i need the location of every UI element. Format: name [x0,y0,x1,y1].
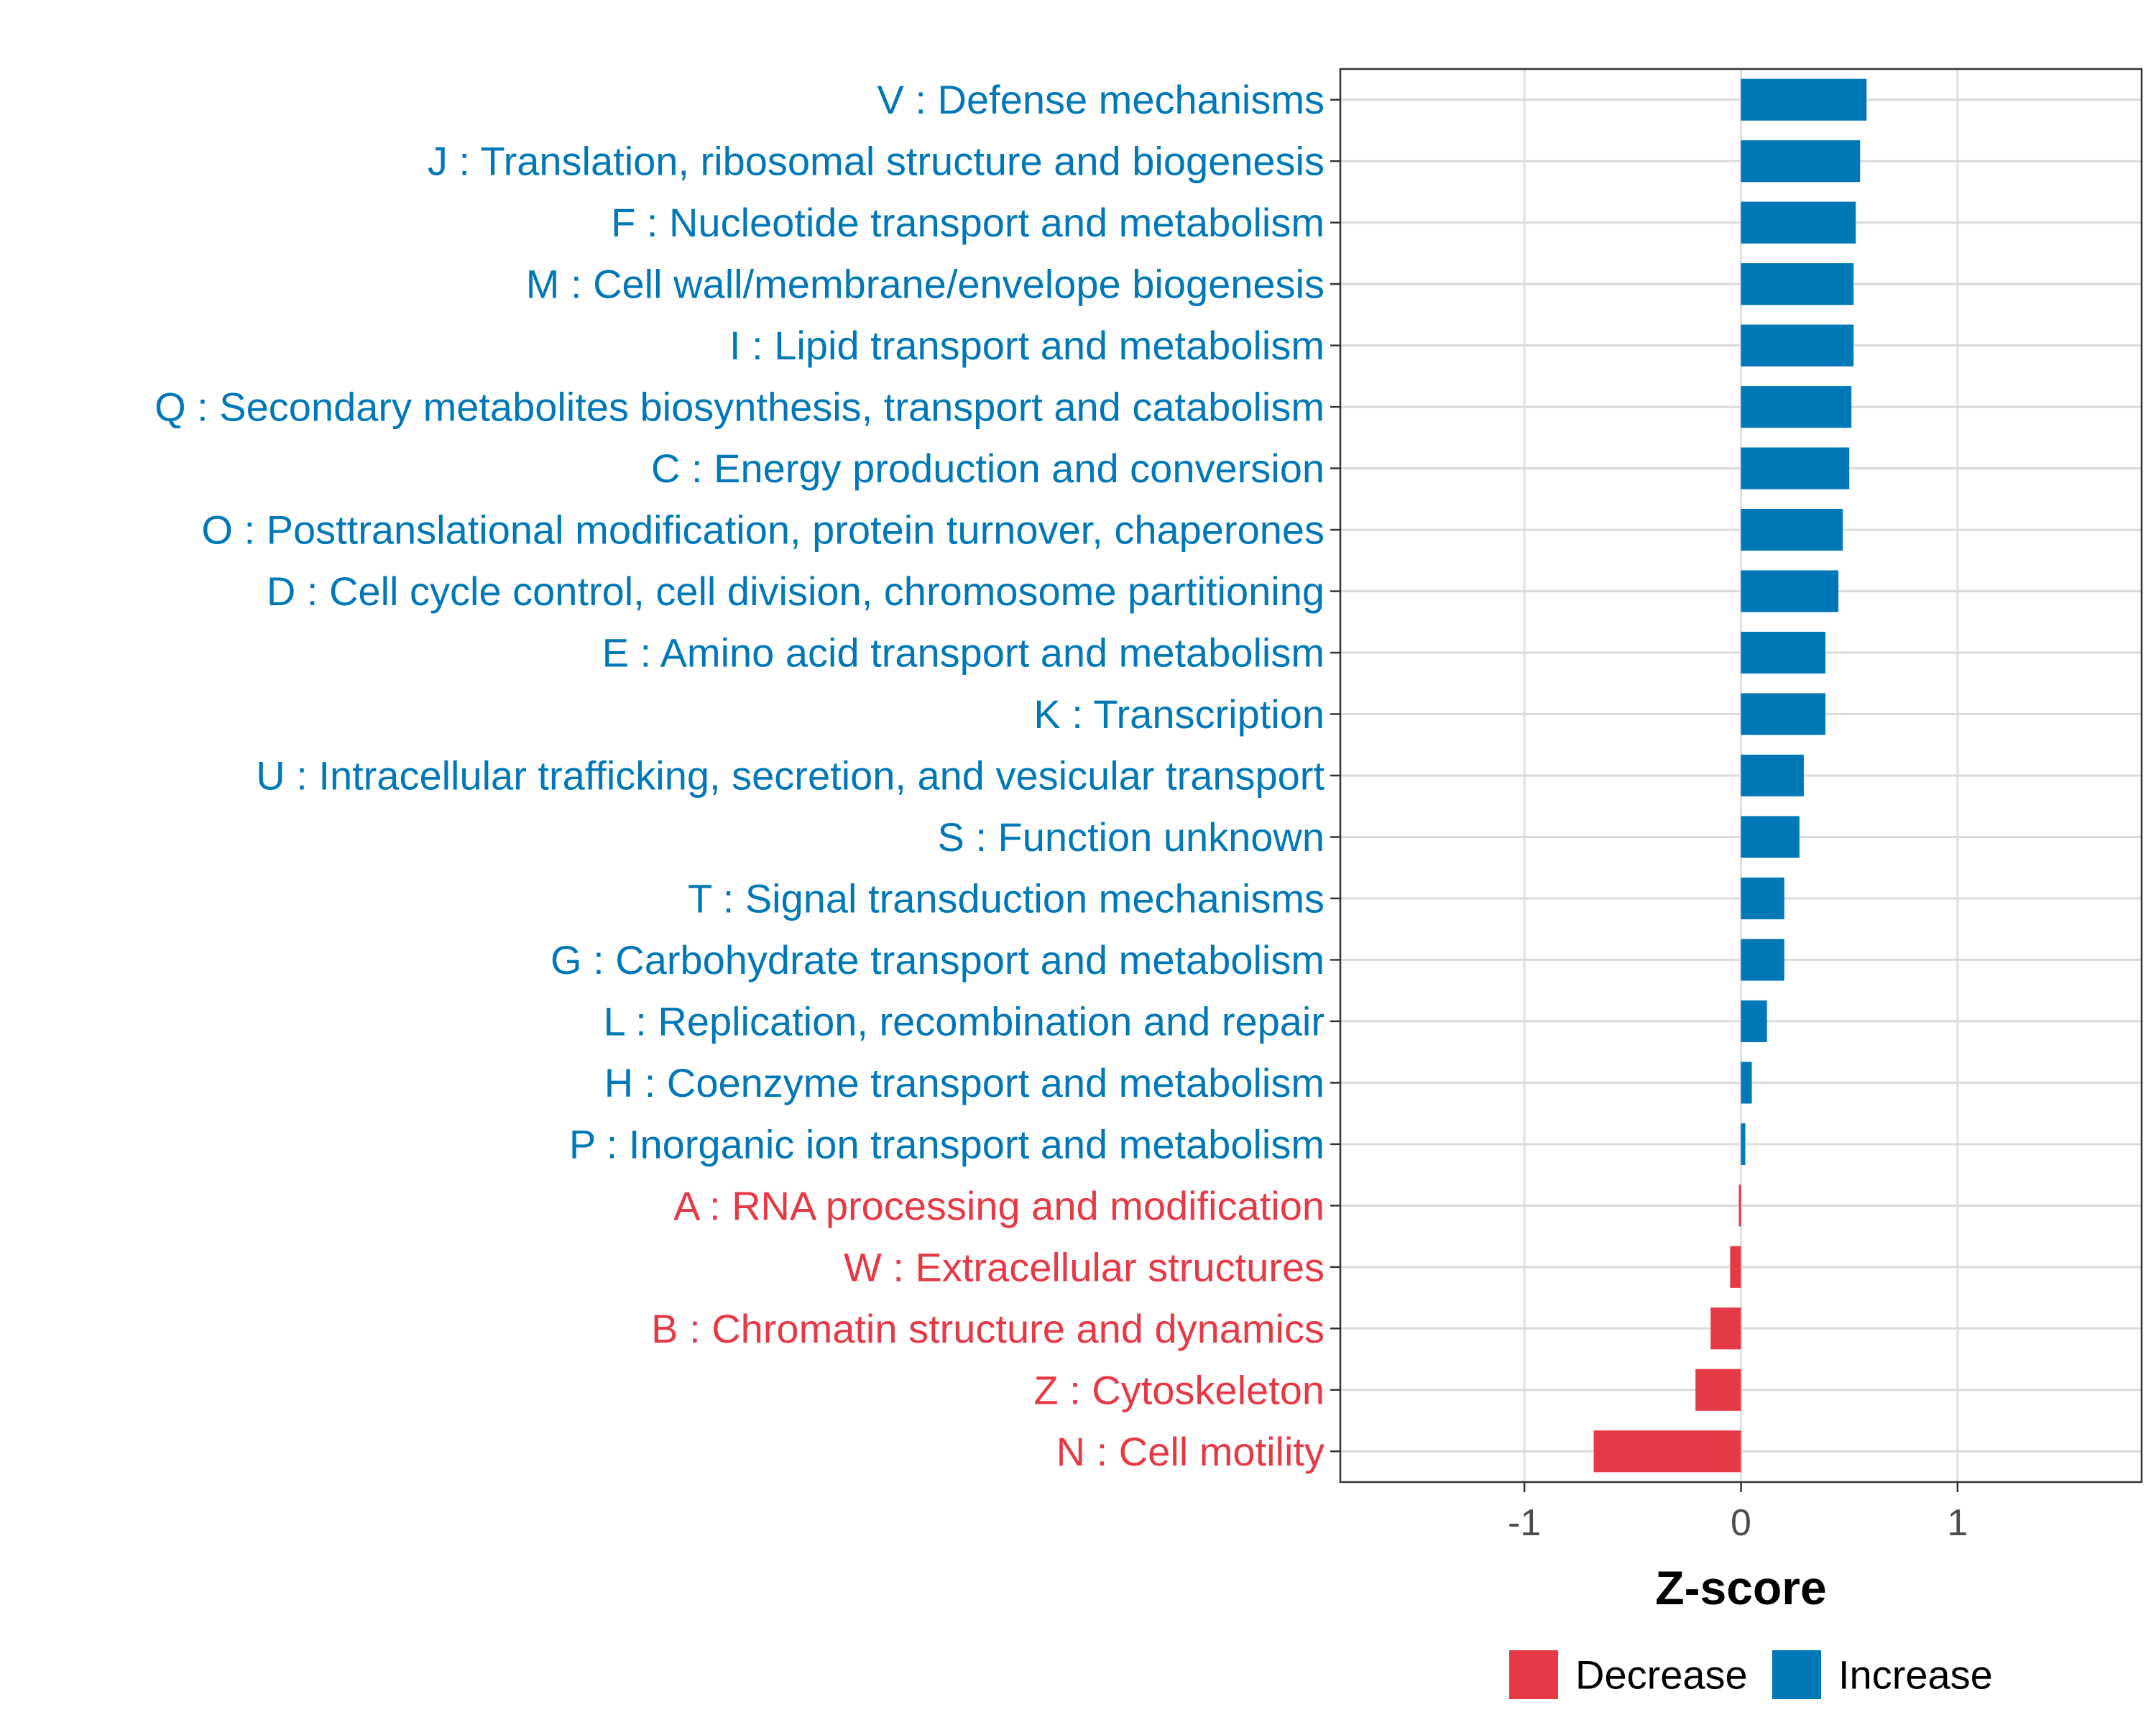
category-label: V : Defense mechanisms [877,77,1325,122]
bar-h [1741,1062,1752,1104]
bar-b [1710,1307,1741,1350]
category-label: T : Signal transduction mechanisms [688,875,1325,921]
legend: Decrease Increase [1509,1650,1993,1699]
legend-label-increase: Increase [1838,1652,1993,1698]
category-label: Z : Cytoskeleton [1033,1367,1325,1412]
bar-a [1738,1184,1741,1227]
bar-c [1741,447,1850,489]
bar-p [1741,1123,1746,1165]
category-label: K : Transcription [1033,691,1325,737]
category-label: E : Amino acid transport and metabolism [602,630,1325,676]
bar-l [1741,1000,1767,1042]
x-axis-ticks: -1 0 1 [1508,1482,1968,1544]
x-tick-label: 1 [1947,1502,1968,1544]
category-label: P : Inorganic ion transport and metaboli… [569,1121,1325,1167]
category-label: C : Energy production and conversion [651,446,1325,491]
legend-swatch-decrease [1509,1650,1558,1699]
y-axis-ticks: V : Defense mechanisms J : Translation, r… [155,77,1340,1474]
bar-i [1741,324,1854,367]
bar-e [1741,631,1826,674]
bar-t [1741,877,1784,920]
category-label: M : Cell wall/membrane/envelope biogenes… [526,262,1325,307]
bar-g [1741,939,1784,981]
bar-w [1730,1246,1741,1288]
category-label: O : Posttranslational modification, prot… [201,507,1325,553]
bar-q [1741,386,1852,428]
category-label: N : Cell motility [1056,1429,1325,1474]
bar-o [1741,509,1843,551]
category-label: F : Nucleotide transport and metabolism [611,200,1325,245]
bar-j [1741,140,1861,183]
category-label: U : Intracellular trafficking, secretion… [256,753,1325,799]
category-label: S : Function unknown [937,814,1325,860]
bar-u [1741,754,1804,797]
category-label: J : Translation, ribosomal structure and… [428,139,1325,184]
legend-label-decrease: Decrease [1575,1652,1748,1698]
x-tick-label: -1 [1508,1502,1541,1544]
category-label: G : Carbohydrate transport and metabolis… [550,937,1325,983]
bar-d [1741,570,1839,612]
bar-s [1741,816,1800,858]
bar-m [1741,263,1854,305]
category-label: H : Coenzyme transport and metabolism [604,1060,1325,1105]
bars [1593,78,1867,1473]
legend-swatch-increase [1772,1650,1821,1699]
category-label: Q : Secondary metabolites biosynthesis, … [155,385,1325,430]
category-label: B : Chromatin structure and dynamics [651,1306,1325,1351]
category-label: I : Lipid transport and metabolism [729,323,1325,368]
bar-z [1695,1368,1741,1411]
bar-f [1741,201,1856,244]
x-axis-title: Z-score [1655,1561,1826,1614]
bar-k [1741,693,1826,735]
bar-n [1593,1430,1741,1473]
category-label: A : RNA processing and modification [673,1183,1325,1228]
category-label: D : Cell cycle control, cell division, c… [267,569,1325,614]
x-tick-label: 0 [1731,1502,1751,1544]
category-label: W : Extracellular structures [844,1244,1325,1289]
bar-v [1741,78,1867,121]
category-label: L : Replication, recombination and repai… [604,998,1325,1044]
